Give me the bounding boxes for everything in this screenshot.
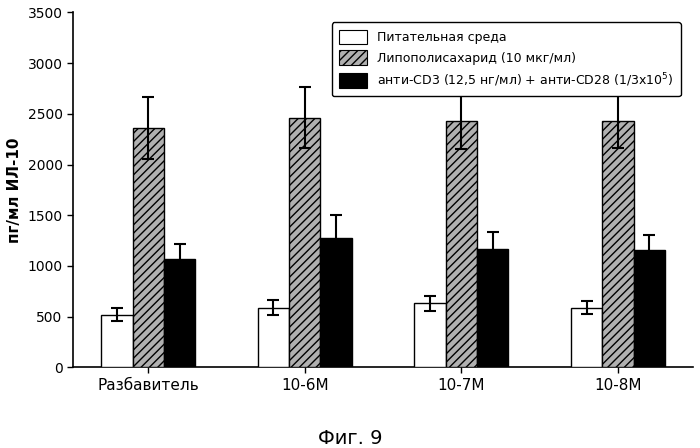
Bar bbox=[321, 237, 351, 367]
Bar bbox=[571, 307, 602, 367]
Bar bbox=[164, 259, 195, 367]
Bar bbox=[132, 128, 164, 367]
Bar bbox=[414, 303, 446, 367]
Bar bbox=[477, 249, 508, 367]
Legend: Питательная среда, Липополисахарид (10 мкг/мл), анти-CD3 (12,5 нг/мл) + анти-CD2: Питательная среда, Липополисахарид (10 м… bbox=[332, 22, 680, 96]
Bar bbox=[634, 250, 665, 367]
Bar bbox=[602, 121, 634, 367]
Text: Фиг. 9: Фиг. 9 bbox=[318, 429, 382, 448]
Bar bbox=[446, 121, 477, 367]
Y-axis label: пг/мл ИЛ-10: пг/мл ИЛ-10 bbox=[7, 137, 22, 243]
Bar bbox=[102, 314, 132, 367]
Bar bbox=[258, 307, 289, 367]
Bar bbox=[289, 118, 321, 367]
